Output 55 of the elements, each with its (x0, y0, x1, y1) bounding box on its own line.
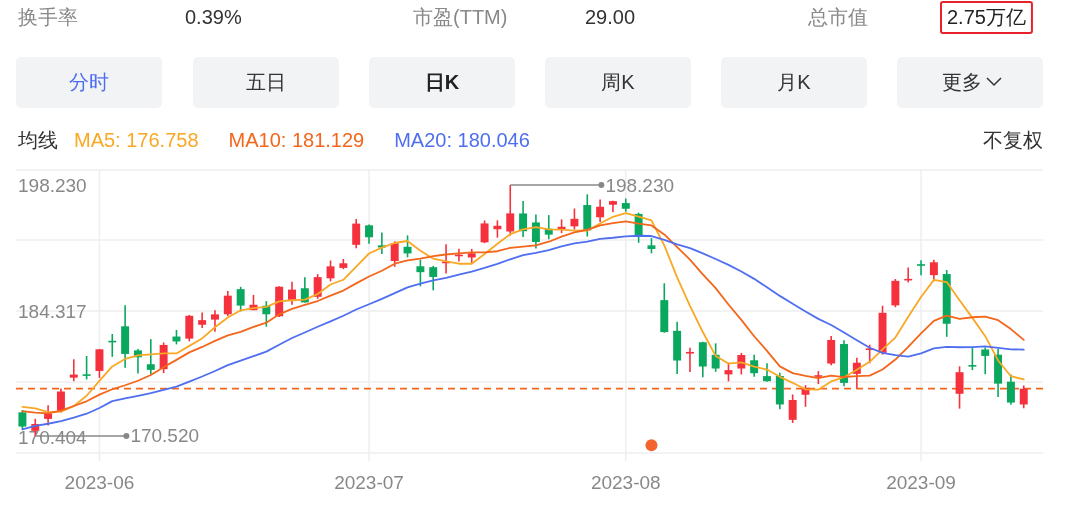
x-tick-label: 2023-07 (334, 471, 404, 493)
candlestick (211, 309, 219, 333)
candlestick (685, 346, 694, 373)
candlestick (82, 355, 91, 381)
candlestick (365, 223, 374, 245)
candlestick (519, 200, 528, 238)
candlestick (788, 393, 797, 424)
candlestick (955, 365, 964, 410)
button: 五日 (193, 57, 339, 108)
x-tick-label: 2023-09 (886, 471, 956, 493)
candlestick (403, 234, 412, 259)
candlestick (531, 213, 540, 250)
candlestick (917, 259, 926, 276)
candlestick (968, 347, 977, 371)
candlestick (223, 290, 232, 317)
candlestick (429, 265, 438, 292)
candlestick (827, 335, 836, 367)
text: 换手率 (18, 6, 78, 28)
text: 市盈(TTM) (413, 6, 508, 28)
candlestick (185, 314, 194, 343)
annotation: 198.230 (605, 174, 675, 196)
button: 月K (721, 57, 867, 108)
legend: 均线 MA5: 176.758 MA10: 181.129 MA20: 180.046 (18, 129, 530, 151)
candlestick (390, 240, 399, 268)
y-tick-label: 198.230 (18, 174, 87, 196)
text: 2.75万亿 (947, 6, 1026, 28)
candlestick (711, 342, 720, 373)
candlestick (288, 280, 296, 306)
button: 日K (369, 57, 515, 108)
x-tick-label: 2023-08 (590, 471, 661, 493)
candlestick (763, 362, 771, 383)
candlestick (570, 207, 579, 231)
candlestick (737, 352, 746, 376)
candlestick (69, 358, 78, 382)
text: 不复权 (983, 129, 1043, 151)
candlestick (352, 218, 361, 249)
candlestick (506, 184, 515, 237)
annotation: 170.520 (130, 425, 200, 447)
candlestick (146, 338, 155, 376)
button: 分时 (16, 57, 162, 108)
candlestick (1019, 384, 1028, 410)
text: 29.00 (585, 6, 636, 28)
button: 更多 (897, 57, 1043, 108)
candlestick (416, 258, 425, 288)
button: 周K (545, 57, 691, 108)
candlestick (596, 198, 605, 223)
candlestick (480, 219, 489, 244)
candlestick (95, 348, 104, 379)
x-tick-label: 2023-06 (64, 471, 135, 493)
text: 0.39% (185, 6, 242, 28)
y-tick-label: 184.317 (18, 300, 87, 322)
candlestick (313, 273, 322, 300)
candlestick (981, 346, 990, 376)
candlestick (56, 387, 65, 414)
text: 总市值 (807, 6, 868, 28)
